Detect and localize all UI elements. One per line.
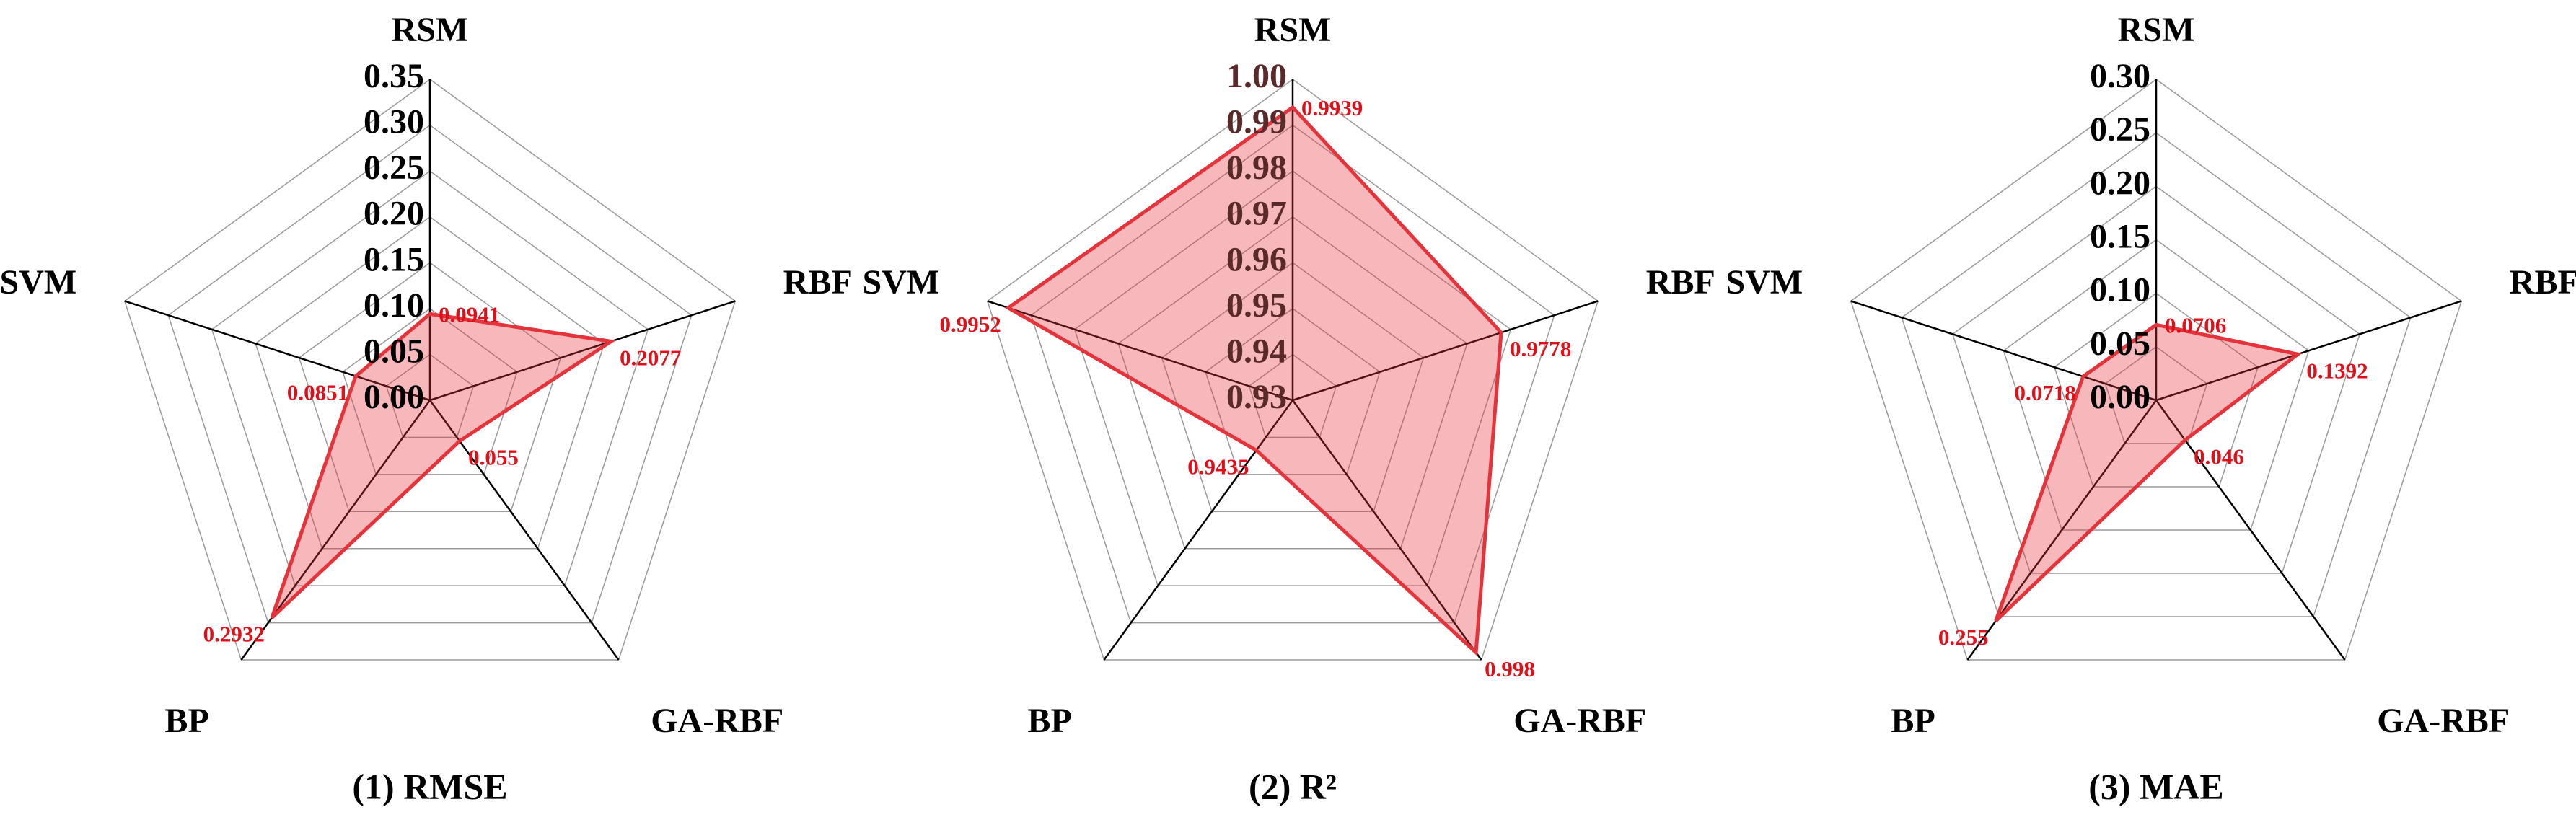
value-label: 0.9435 — [1187, 454, 1249, 480]
radar-chart: 0.00 0.05 0.10 0.15 0.20 0.25 0.30 RSM RBF GA-RBF… — [1726, 11, 2576, 806]
chart-title: (1) RMSE — [352, 766, 507, 806]
value-label: 0.0941 — [439, 301, 500, 327]
axis-line — [1291, 400, 1482, 661]
grid-line — [385, 353, 475, 438]
tick-label: 0.93 — [1226, 378, 1287, 416]
category-label: RSM — [392, 11, 469, 49]
tick-label: 0.99 — [1226, 103, 1287, 141]
tick-label: 0.10 — [2090, 271, 2150, 309]
category-label: GA-RBF — [651, 702, 783, 740]
value-label: 0.055 — [468, 445, 519, 470]
axis-line — [2155, 400, 2346, 661]
grid-line — [211, 170, 649, 586]
category-label: SVM — [1726, 263, 1803, 301]
tick-label: 0.05 — [364, 332, 424, 370]
tick-label: 0.15 — [364, 240, 424, 278]
tick-label: 0.15 — [2090, 218, 2150, 256]
tick-label: 1.00 — [1226, 57, 1287, 95]
tick-label: 0.96 — [1226, 240, 1287, 278]
category-label: GA-RBF — [1513, 702, 1646, 740]
grid-line — [167, 124, 693, 624]
value-label: 0.2077 — [620, 345, 681, 371]
grid-line — [1161, 262, 1425, 513]
category-label: RSM — [1254, 11, 1332, 49]
data-area — [270, 312, 616, 619]
value-label: 0.0851 — [287, 380, 348, 405]
axis-line — [1850, 300, 2157, 402]
grid-line — [1117, 216, 1468, 550]
category-label: GA-RBF — [2377, 702, 2510, 740]
category-label: RBF — [783, 263, 853, 301]
value-label: 0.0706 — [2165, 312, 2226, 338]
tick-label: 0.30 — [2090, 57, 2150, 95]
value-label: 0.9952 — [940, 312, 1001, 337]
category-label: SVM — [863, 263, 940, 301]
category-label: BP — [1891, 702, 1935, 740]
data-area — [1994, 322, 2303, 622]
grid-line — [123, 79, 737, 661]
data-area — [1005, 105, 1503, 657]
tick-label: 0.20 — [364, 195, 424, 233]
tick-label: 0.30 — [364, 103, 424, 141]
grid-line — [298, 262, 562, 513]
value-label: 0.2932 — [203, 622, 265, 647]
tick-label: 0.95 — [1226, 286, 1287, 325]
tick-label: 0.20 — [2090, 164, 2150, 202]
axis-line — [429, 300, 736, 402]
axis-line — [2155, 300, 2462, 402]
value-label: 0.1392 — [2306, 358, 2368, 383]
radar-chart: 0.00 0.05 0.10 0.15 0.20 0.25 0.30 0.35 RSM RBF GA… — [0, 11, 853, 806]
tick-label: 0.00 — [364, 378, 424, 416]
category-label: RBF — [2510, 263, 2576, 301]
grid-line — [1901, 132, 2412, 617]
axis-line — [124, 300, 431, 402]
grid-line — [1248, 353, 1337, 438]
grid-line — [1850, 79, 2463, 661]
category-label: RBF — [1646, 263, 1715, 301]
tick-label: 0.35 — [364, 57, 424, 95]
grid-line — [2054, 292, 2259, 488]
axis-line — [1103, 400, 1294, 661]
chart-title: (3) MAE — [2088, 766, 2223, 806]
tick-label: 0.98 — [1226, 149, 1287, 187]
axis-line — [428, 400, 620, 661]
chart-title: (2) R² — [1249, 766, 1337, 806]
grid-line — [342, 307, 518, 475]
category-label: BP — [1027, 702, 1071, 740]
grid-line — [986, 79, 1599, 661]
category-label: SVM — [0, 263, 76, 301]
category-label: BP — [164, 702, 208, 740]
tick-label: 0.25 — [364, 149, 424, 187]
value-label: 0.9778 — [1510, 336, 1571, 361]
value-label: 0.9939 — [1301, 95, 1363, 120]
axis-line — [1292, 300, 1599, 402]
tick-label: 0.00 — [2090, 378, 2150, 416]
tick-label: 0.97 — [1226, 195, 1287, 233]
grid-line — [2104, 345, 2208, 444]
grid-line — [255, 216, 605, 550]
value-label: 0.0718 — [2014, 380, 2075, 405]
grid-line — [1951, 185, 2361, 574]
radar-chart: 0.93 0.94 0.95 0.96 0.97 0.98 0.99 1.00 RSM RBF GA… — [863, 11, 1715, 806]
tick-label: 0.05 — [2090, 325, 2150, 363]
tick-label: 0.10 — [364, 286, 424, 325]
grid-line — [2003, 239, 2310, 531]
grid-line — [1030, 124, 1555, 624]
value-label: 0.046 — [2194, 444, 2244, 469]
value-label: 0.255 — [1938, 625, 1989, 650]
category-label: RSM — [2118, 11, 2195, 49]
tick-label: 0.94 — [1226, 332, 1287, 370]
grid-line — [1205, 307, 1381, 475]
axis-line — [987, 300, 1293, 402]
tick-label: 0.25 — [2090, 110, 2150, 149]
value-label: 0.998 — [1485, 656, 1535, 681]
